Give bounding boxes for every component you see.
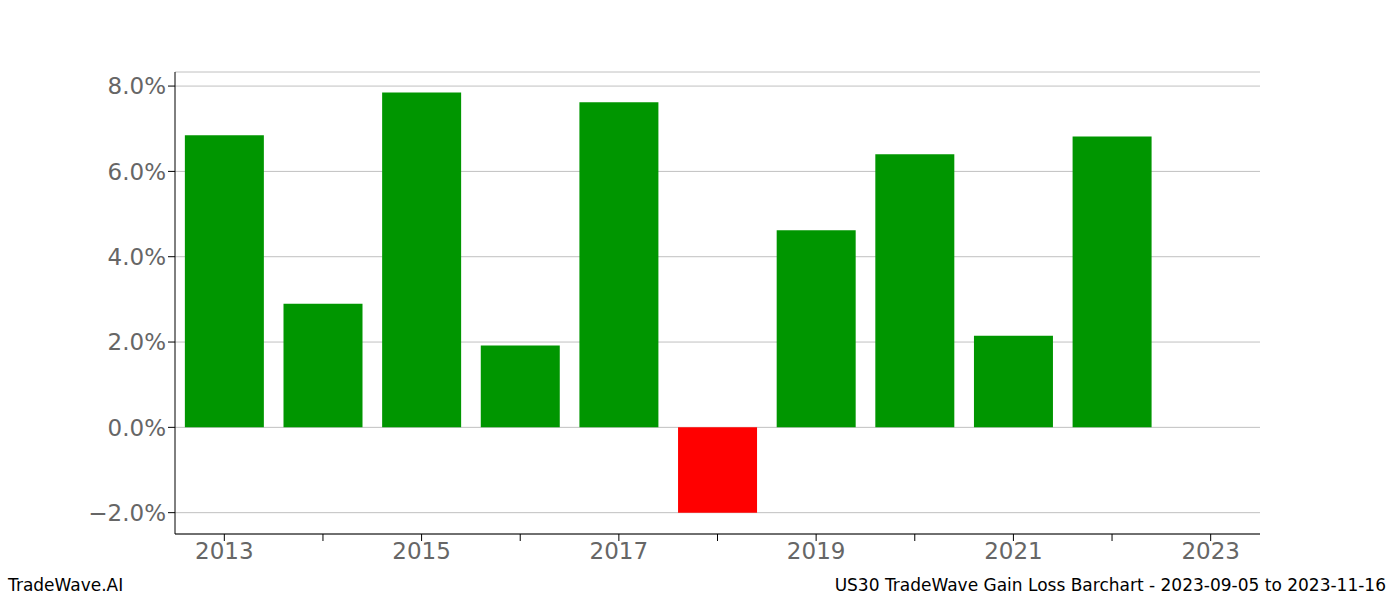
svg-text:2023: 2023	[1181, 538, 1240, 564]
svg-text:2015: 2015	[392, 538, 451, 564]
svg-text:2017: 2017	[590, 538, 649, 564]
svg-text:2019: 2019	[787, 538, 846, 564]
svg-text:2.0%: 2.0%	[108, 329, 166, 355]
svg-text:0.0%: 0.0%	[108, 415, 166, 441]
svg-text:8.0%: 8.0%	[108, 73, 166, 99]
svg-text:4.0%: 4.0%	[108, 244, 166, 270]
svg-text:−2.0%: −2.0%	[88, 500, 166, 526]
svg-text:2013: 2013	[195, 538, 254, 564]
svg-text:2021: 2021	[984, 538, 1043, 564]
html-text:TradeWave.AI: TradeWave.AI	[8, 575, 124, 595]
svg-text:6.0%: 6.0%	[108, 159, 166, 185]
html-text:US30 TradeWave Gain Loss Barch: US30 TradeWave Gain Loss Barchart - 2023…	[834, 575, 1386, 595]
